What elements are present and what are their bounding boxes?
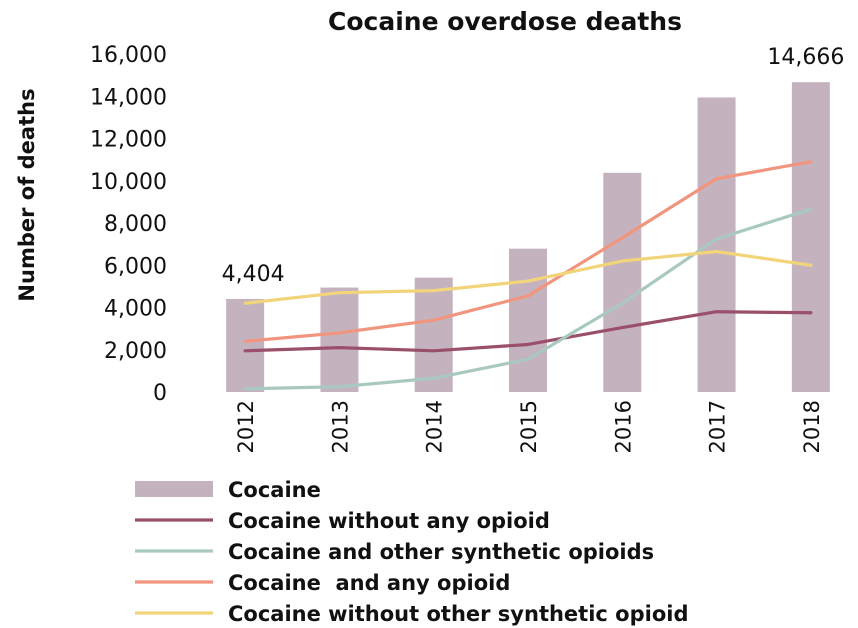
bar — [791, 82, 830, 392]
y-tick-label: 16,000 — [90, 43, 167, 68]
bar — [509, 248, 547, 392]
y-axis-label: Number of deaths — [15, 88, 39, 301]
x-tick-label: 2013 — [328, 400, 352, 453]
series-line — [243, 207, 813, 391]
bar — [226, 298, 265, 392]
y-tick-label: 10,000 — [90, 170, 167, 195]
x-tick-label: 2012 — [234, 400, 258, 453]
series-line — [243, 160, 813, 343]
legend-swatch — [135, 481, 213, 497]
x-tick-label: 2015 — [517, 400, 541, 453]
legend-label: Cocaine without other synthetic opioid — [228, 602, 688, 626]
y-tick-label: 14,000 — [90, 85, 167, 110]
bar — [320, 287, 359, 392]
legend-label: Cocaine and any opioid — [228, 571, 510, 595]
y-tick-label: 12,000 — [90, 128, 167, 153]
x-tick-label: 2017 — [706, 400, 730, 453]
y-tick-label: 8,000 — [104, 212, 167, 237]
plot-area: 0 2,000 4,000 6,000 8,000 10,000 12,000 14,000 1… — [90, 43, 844, 453]
bar — [414, 277, 453, 392]
legend-label: Cocaine — [228, 478, 321, 502]
x-tick-label: 2016 — [611, 400, 635, 453]
chart-title: Cocaine overdose deaths — [328, 7, 682, 36]
y-tick-label: 2,000 — [104, 339, 167, 364]
y-tick-label: 0 — [153, 381, 167, 406]
data-label: 4,404 — [222, 262, 285, 287]
y-tick-label: 4,000 — [104, 297, 167, 322]
y-tick-label: 6,000 — [104, 254, 167, 279]
bar — [697, 97, 736, 392]
series-line — [243, 310, 813, 353]
legend-label: Cocaine without any opioid — [228, 509, 550, 533]
legend: Cocaine Cocaine without any opioid Cocaine… — [135, 478, 688, 626]
bar — [603, 172, 642, 392]
series-line — [243, 249, 813, 305]
legend-label: Cocaine and other synthetic opioids — [228, 540, 654, 564]
x-tick-label: 2018 — [800, 400, 824, 453]
data-label: 14,666 — [767, 45, 844, 70]
x-tick-label: 2014 — [423, 400, 447, 453]
